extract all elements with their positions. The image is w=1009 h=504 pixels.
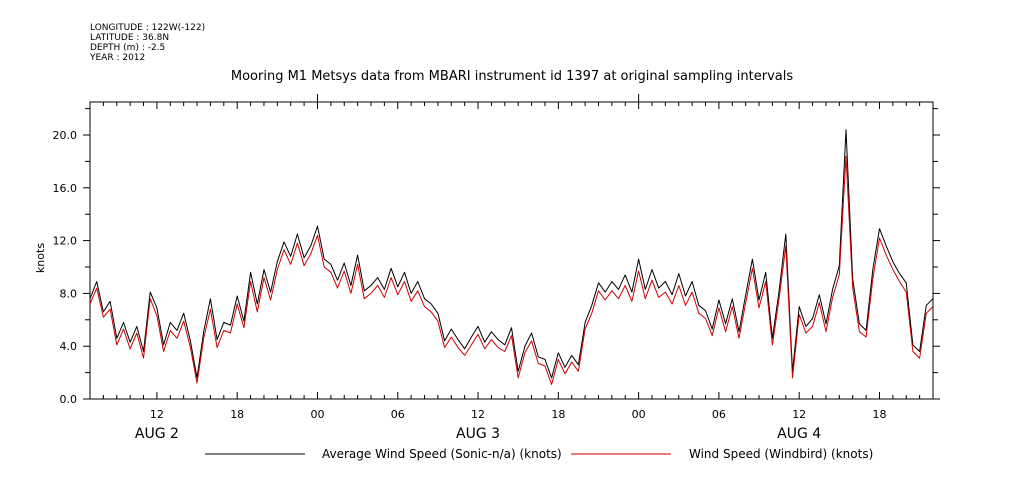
- metadata-header: LONGITUDE : 122W(-122) LATITUDE : 36.8N …: [89, 23, 205, 63]
- x-day-label: AUG 3: [456, 426, 500, 442]
- y-tick-label: 0.0: [60, 393, 78, 406]
- x-tick-label: 18: [230, 408, 244, 421]
- meta-longitude: LONGITUDE : 122W(-122): [90, 23, 205, 33]
- x-tick-label: 12: [792, 408, 806, 421]
- x-day-label: AUG 4: [777, 426, 821, 442]
- y-tick-label: 8.0: [60, 287, 78, 300]
- x-tick-label: 06: [712, 408, 726, 421]
- axis-ticks: [83, 94, 940, 400]
- series-lines: [89, 129, 934, 385]
- meta-latitude: LATITUDE : 36.8N: [90, 33, 169, 43]
- meta-depth: DEPTH (m) : -2.5: [90, 43, 165, 53]
- x-tick-label: 18: [551, 408, 565, 421]
- y-tick-label: 20.0: [53, 129, 78, 142]
- legend-label-windbird: Wind Speed (Windbird) (knots): [689, 447, 873, 461]
- meta-year: YEAR : 2012: [89, 53, 145, 63]
- legend: Average Wind Speed (Sonic-n/a) (knots) W…: [205, 447, 873, 461]
- legend-label-average: Average Wind Speed (Sonic-n/a) (knots): [322, 447, 562, 461]
- y-tick-label: 16.0: [53, 182, 78, 195]
- x-tick-label: 18: [872, 408, 886, 421]
- x-tick-label: 12: [150, 408, 164, 421]
- y-tick-label: 4.0: [60, 340, 78, 353]
- axis-tick-labels: 0.0 4.0 8.0 12.0 16.0 20.0 12 18 00 06 12 18 00 06 12 1…: [53, 129, 887, 442]
- x-tick-label: 00: [632, 408, 646, 421]
- x-tick-label: 06: [391, 408, 405, 421]
- x-tick-label: 12: [471, 408, 485, 421]
- series-line-windbird-wind-speed: [89, 155, 934, 385]
- y-axis-label: knots: [34, 243, 47, 273]
- series-line-average-wind-speed: [89, 129, 934, 379]
- x-day-label: AUG 2: [135, 426, 179, 442]
- y-tick-label: 12.0: [53, 235, 78, 248]
- x-tick-label: 00: [310, 408, 324, 421]
- chart-title: Mooring M1 Metsys data from MBARI instru…: [231, 69, 793, 84]
- plot-frame: [89, 101, 934, 400]
